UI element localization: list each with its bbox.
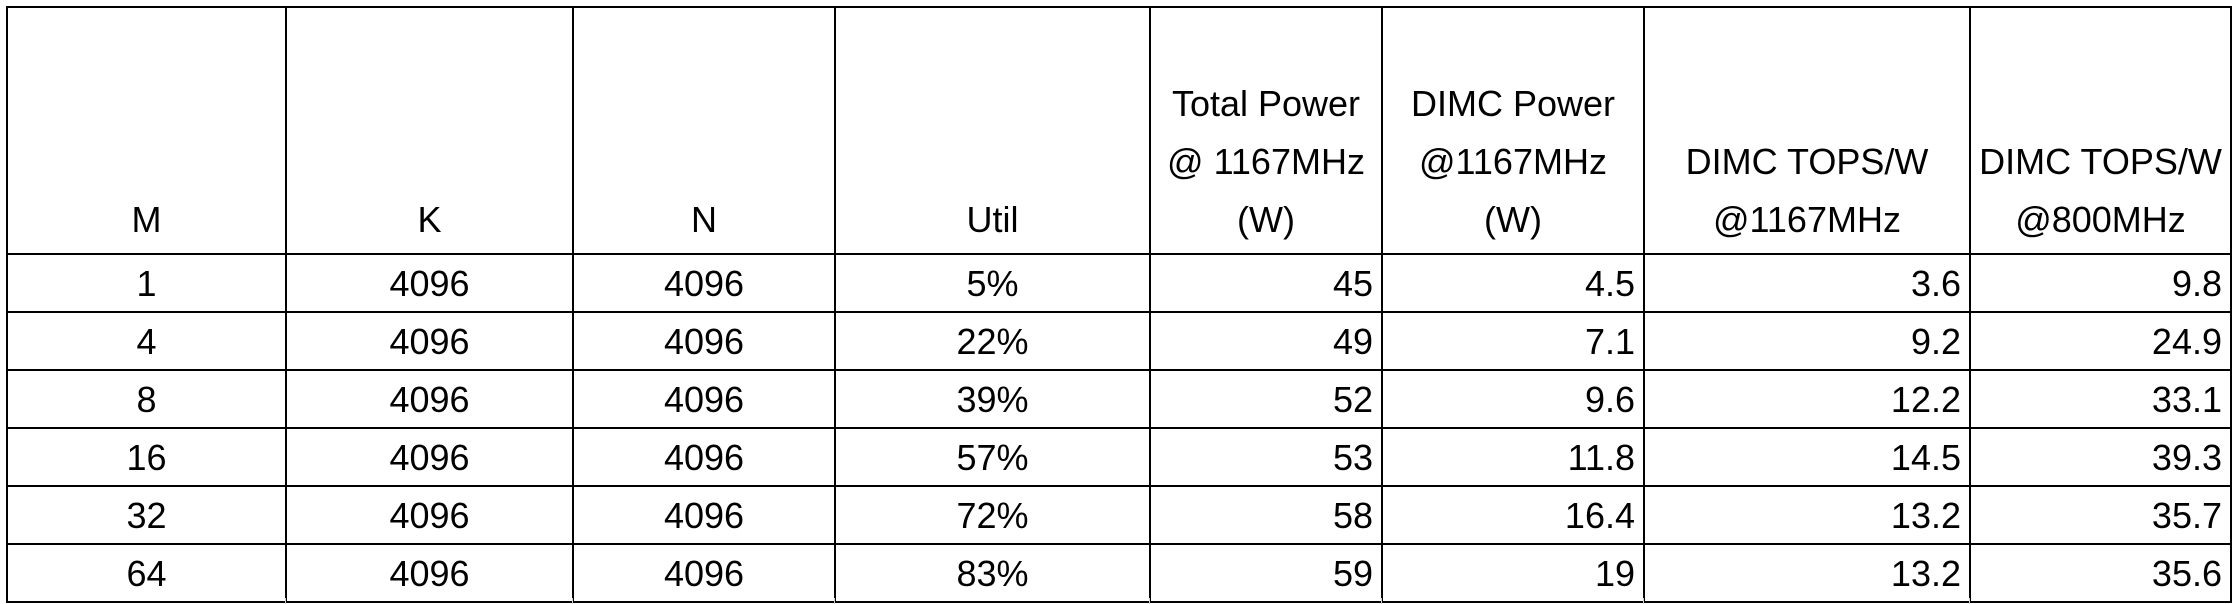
cell-dimc-tops-w-1167[interactable]: 9.2	[1643, 311, 1971, 371]
cell-util[interactable]: 57%	[834, 427, 1151, 487]
cell-m[interactable]: 64	[6, 543, 287, 603]
cell-total-power[interactable]: 49	[1149, 311, 1383, 371]
cell-n[interactable]: 4096	[572, 311, 836, 371]
cell-util[interactable]: 5%	[834, 253, 1151, 313]
gridline-tail	[572, 598, 573, 604]
column-header-m[interactable]: M	[6, 6, 287, 255]
table-row: 16 4096 4096 57% 53 11.8 14.5 39.3	[6, 427, 2232, 487]
cell-util[interactable]: 72%	[834, 485, 1151, 545]
cell-dimc-power[interactable]: 11.8	[1381, 427, 1645, 487]
table-row: 64 4096 4096 83% 59 19 13.2 35.6	[6, 543, 2232, 603]
cell-dimc-tops-w-1167[interactable]: 13.2	[1643, 485, 1971, 545]
cell-dimc-tops-w-1167[interactable]: 14.5	[1643, 427, 1971, 487]
column-header-util[interactable]: Util	[834, 6, 1151, 255]
table-row: 4 4096 4096 22% 49 7.1 9.2 24.9	[6, 311, 2232, 371]
cell-n[interactable]: 4096	[572, 543, 836, 603]
cell-n[interactable]: 4096	[572, 253, 836, 313]
table-row: 8 4096 4096 39% 52 9.6 12.2 33.1	[6, 369, 2232, 429]
cell-m[interactable]: 4	[6, 311, 287, 371]
cell-util[interactable]: 22%	[834, 311, 1151, 371]
column-header-dimc-tops-w-800[interactable]: DIMC TOPS/W @800MHz	[1969, 6, 2232, 255]
cell-util[interactable]: 39%	[834, 369, 1151, 429]
cell-k[interactable]: 4096	[285, 311, 574, 371]
column-header-dimc-tops-w-1167[interactable]: DIMC TOPS/W @1167MHz	[1643, 6, 1971, 255]
gridline-tail	[285, 598, 286, 604]
cell-n[interactable]: 4096	[572, 369, 836, 429]
cell-m[interactable]: 32	[6, 485, 287, 545]
gridline-tail	[1149, 598, 1150, 604]
cell-m[interactable]: 8	[6, 369, 287, 429]
cell-dimc-tops-w-800[interactable]: 35.6	[1969, 543, 2232, 603]
cell-dimc-power[interactable]: 4.5	[1381, 253, 1645, 313]
cell-dimc-tops-w-800[interactable]: 33.1	[1969, 369, 2232, 429]
cell-k[interactable]: 4096	[285, 253, 574, 313]
header-row: M K N Util Total Power @ 1167MHz (W) DIM	[6, 6, 2232, 255]
cell-k[interactable]: 4096	[285, 485, 574, 545]
gridline-tail	[834, 598, 835, 604]
gridline-tail	[1969, 598, 1970, 604]
cell-dimc-power[interactable]: 9.6	[1381, 369, 1645, 429]
cell-total-power[interactable]: 58	[1149, 485, 1383, 545]
cell-dimc-power[interactable]: 7.1	[1381, 311, 1645, 371]
table-row: 1 4096 4096 5% 45 4.5 3.6 9.8	[6, 253, 2232, 313]
gridline-tail	[1643, 598, 1644, 604]
cell-dimc-tops-w-800[interactable]: 39.3	[1969, 427, 2232, 487]
cell-dimc-tops-w-1167[interactable]: 13.2	[1643, 543, 1971, 603]
cell-total-power[interactable]: 45	[1149, 253, 1383, 313]
cell-total-power[interactable]: 52	[1149, 369, 1383, 429]
cell-dimc-power[interactable]: 16.4	[1381, 485, 1645, 545]
table-row: 32 4096 4096 72% 58 16.4 13.2 35.7	[6, 485, 2232, 545]
cell-dimc-tops-w-800[interactable]: 9.8	[1969, 253, 2232, 313]
cell-total-power[interactable]: 53	[1149, 427, 1383, 487]
cell-dimc-power[interactable]: 19	[1381, 543, 1645, 603]
cell-util[interactable]: 83%	[834, 543, 1151, 603]
cell-n[interactable]: 4096	[572, 427, 836, 487]
column-header-k[interactable]: K	[285, 6, 574, 255]
data-table: M K N Util Total Power @ 1167MHz (W) DIM	[6, 6, 2232, 603]
cell-dimc-tops-w-1167[interactable]: 12.2	[1643, 369, 1971, 429]
cell-k[interactable]: 4096	[285, 543, 574, 603]
cell-dimc-tops-w-800[interactable]: 24.9	[1969, 311, 2232, 371]
column-header-total-power[interactable]: Total Power @ 1167MHz (W)	[1149, 6, 1383, 255]
cell-m[interactable]: 1	[6, 253, 287, 313]
cell-n[interactable]: 4096	[572, 485, 836, 545]
cell-total-power[interactable]: 59	[1149, 543, 1383, 603]
cell-dimc-tops-w-800[interactable]: 35.7	[1969, 485, 2232, 545]
column-header-n[interactable]: N	[572, 6, 836, 255]
column-header-dimc-power[interactable]: DIMC Power @1167MHz (W)	[1381, 6, 1645, 255]
cell-m[interactable]: 16	[6, 427, 287, 487]
cell-dimc-tops-w-1167[interactable]: 3.6	[1643, 253, 1971, 313]
gridline-tail	[1381, 598, 1382, 604]
cell-k[interactable]: 4096	[285, 427, 574, 487]
cell-k[interactable]: 4096	[285, 369, 574, 429]
